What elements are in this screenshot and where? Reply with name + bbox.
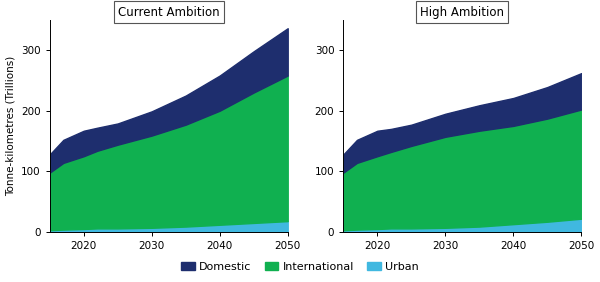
Title: High Ambition: High Ambition	[421, 6, 505, 19]
Y-axis label: Tonne-kilometres (Trillions): Tonne-kilometres (Trillions)	[5, 56, 16, 196]
Legend: Domestic, International, Urban: Domestic, International, Urban	[177, 257, 423, 276]
Title: Current Ambition: Current Ambition	[118, 6, 220, 19]
